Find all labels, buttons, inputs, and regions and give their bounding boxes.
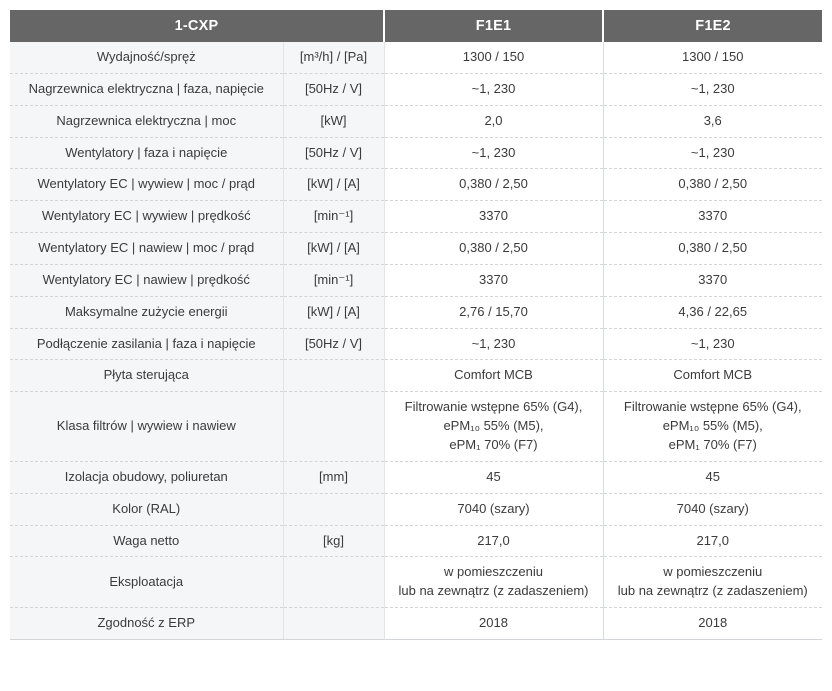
table-row: Podłączenie zasilania | faza i napięcie[… xyxy=(10,328,822,361)
row-value-f1e2: ~1, 230 xyxy=(603,137,822,170)
table-row: Wydajność/spręż [m³/h] / [Pa] 1300 / 150 13… xyxy=(10,42,822,74)
row-unit: [kW] / [A] xyxy=(283,232,385,265)
row-value-f1e2: 2018 xyxy=(603,607,822,640)
row-value-f1e1: 2,76 / 15,70 xyxy=(384,296,604,329)
table-row: Waga netto [kg] 217,0 217,0 xyxy=(10,525,822,558)
row-label: Wentylatory EC | nawiew | prędkość xyxy=(10,264,284,297)
row-value-f1e1: ~1, 230 xyxy=(384,328,604,361)
column-header-model: 1-CXP xyxy=(10,10,385,42)
row-label: Nagrzewnica elektryczna | moc xyxy=(10,105,284,138)
row-value-f1e2: 7040 (szary) xyxy=(603,493,822,526)
table-row: Eksploatacja w pomieszczeniu lub na zewną… xyxy=(10,556,822,609)
row-value-f1e2: 4,36 / 22,65 xyxy=(603,296,822,329)
row-unit: [m³/h] / [Pa] xyxy=(283,42,385,74)
row-value-f1e1: Filtrowanie wstępne 65% (G4), ePM₁₀ 55% … xyxy=(384,391,604,462)
row-value-f1e1: 7040 (szary) xyxy=(384,493,604,526)
row-value-f1e1: 3370 xyxy=(384,264,604,297)
row-value-f1e2: 3,6 xyxy=(603,105,822,138)
row-unit: [min⁻¹] xyxy=(283,264,385,297)
row-unit: [kW] xyxy=(283,105,385,138)
row-value-f1e2: w pomieszczeniu lub na zewnątrz (z zadas… xyxy=(603,556,822,609)
row-unit: [kW] / [A] xyxy=(283,296,385,329)
table-row: Nagrzewnica elektryczna | moc [kW] 2,0 3,6 xyxy=(10,105,822,138)
row-value-f1e1: 2,0 xyxy=(384,105,604,138)
row-unit: [min⁻¹] xyxy=(283,200,385,234)
row-value-f1e2: 1300 / 150 xyxy=(603,42,822,74)
row-value-f1e2: Filtrowanie wstępne 65% (G4), ePM₁₀ 55% … xyxy=(603,391,822,462)
row-unit: [kW] / [A] xyxy=(283,168,385,202)
row-value-f1e2: 45 xyxy=(603,461,822,494)
table-row: Wentylatory EC | wywiew | moc / prąd [kW]… xyxy=(10,168,822,202)
row-unit: [50Hz / V] xyxy=(283,328,385,361)
row-value-f1e1: 3370 xyxy=(384,200,604,234)
row-unit xyxy=(283,391,385,462)
table-row: Wentylatory EC | nawiew | prędkość [min⁻¹… xyxy=(10,264,822,297)
table-row: Klasa filtrów | wywiew i nawiew Filtrowan… xyxy=(10,391,822,462)
row-value-f1e1: w pomieszczeniu lub na zewnątrz (z zadas… xyxy=(384,556,604,609)
row-label: Waga netto xyxy=(10,525,284,558)
row-value-f1e2: Comfort MCB xyxy=(603,359,822,393)
table-row: Wentylatory | faza i napięcie [50Hz / V] ~… xyxy=(10,137,822,170)
row-value-f1e1: 2018 xyxy=(384,607,604,640)
row-unit xyxy=(283,556,385,609)
column-header-f1e2: F1E2 xyxy=(603,10,822,42)
row-unit xyxy=(283,359,385,393)
table-header: 1-CXP F1E1 F1E2 xyxy=(10,10,822,42)
row-label: Wydajność/spręż xyxy=(10,42,284,74)
row-label: Kolor (RAL) xyxy=(10,493,284,526)
row-label: Zgodność z ERP xyxy=(10,607,284,640)
row-value-f1e2: ~1, 230 xyxy=(603,328,822,361)
table-row: Kolor (RAL) 7040 (szary) 7040 (szary) xyxy=(10,493,822,526)
row-value-f1e2: 3370 xyxy=(603,200,822,234)
row-label: Wentylatory | faza i napięcie xyxy=(10,137,284,170)
row-value-f1e2: 3370 xyxy=(603,264,822,297)
row-value-f1e1: 0,380 / 2,50 xyxy=(384,168,604,202)
table-row: Izolacja obudowy, poliuretan [mm] 45 45 xyxy=(10,461,822,494)
row-label: Eksploatacja xyxy=(10,556,284,609)
row-value-f1e1: 45 xyxy=(384,461,604,494)
row-label: Nagrzewnica elektryczna | faza, napięcie xyxy=(10,73,284,106)
row-value-f1e2: 217,0 xyxy=(603,525,822,558)
row-label: Wentylatory EC | nawiew | moc / prąd xyxy=(10,232,284,265)
row-label: Izolacja obudowy, poliuretan xyxy=(10,461,284,494)
row-unit: [mm] xyxy=(283,461,385,494)
row-unit xyxy=(283,607,385,640)
table-row: Nagrzewnica elektryczna | faza, napięcie… xyxy=(10,73,822,106)
table-row: Zgodność z ERP 2018 2018 xyxy=(10,607,822,640)
row-unit: [kg] xyxy=(283,525,385,558)
row-unit xyxy=(283,493,385,526)
row-value-f1e2: ~1, 230 xyxy=(603,73,822,106)
row-label: Klasa filtrów | wywiew i nawiew xyxy=(10,391,284,462)
row-unit: [50Hz / V] xyxy=(283,73,385,106)
table-row: Wentylatory EC | wywiew | prędkość [min⁻¹… xyxy=(10,200,822,234)
row-unit: [50Hz / V] xyxy=(283,137,385,170)
row-value-f1e1: 217,0 xyxy=(384,525,604,558)
column-header-f1e1: F1E1 xyxy=(384,10,604,42)
row-label: Płyta sterująca xyxy=(10,359,284,393)
row-label: Podłączenie zasilania | faza i napięcie xyxy=(10,328,284,361)
row-value-f1e1: 0,380 / 2,50 xyxy=(384,232,604,265)
row-value-f1e2: 0,380 / 2,50 xyxy=(603,232,822,265)
row-value-f1e1: ~1, 230 xyxy=(384,137,604,170)
table-row: Maksymalne zużycie energii [kW] / [A] 2,76… xyxy=(10,296,822,329)
table-row: Płyta sterująca Comfort MCB Comfort MCB xyxy=(10,359,822,393)
row-label: Wentylatory EC | wywiew | moc / prąd xyxy=(10,168,284,202)
table-header-row: 1-CXP F1E1 F1E2 xyxy=(10,10,822,42)
row-label: Wentylatory EC | wywiew | prędkość xyxy=(10,200,284,234)
row-value-f1e1: 1300 / 150 xyxy=(384,42,604,74)
row-value-f1e1: Comfort MCB xyxy=(384,359,604,393)
specification-table-container: 1-CXP F1E1 F1E2 Wydajność/spręż [m³/h] / … xyxy=(10,10,822,640)
row-label: Maksymalne zużycie energii xyxy=(10,296,284,329)
table-row: Wentylatory EC | nawiew | moc / prąd [kW]… xyxy=(10,232,822,265)
row-value-f1e1: ~1, 230 xyxy=(384,73,604,106)
table-body: Wydajność/spręż [m³/h] / [Pa] 1300 / 150 13… xyxy=(10,42,822,640)
row-value-f1e2: 0,380 / 2,50 xyxy=(603,168,822,202)
specification-table: 1-CXP F1E1 F1E2 Wydajność/spręż [m³/h] / … xyxy=(10,10,822,640)
